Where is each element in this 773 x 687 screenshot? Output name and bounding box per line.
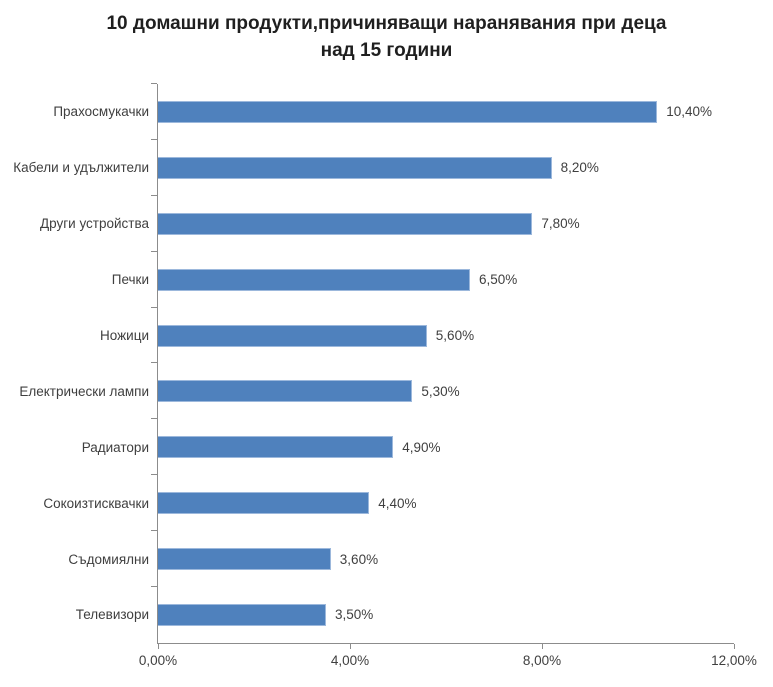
bar-row: Печки 6,50% <box>112 250 734 308</box>
plot-area: Прахосмукачки 10,40% Кабели и удължители… <box>13 83 757 668</box>
category-label: Съдомиялни <box>68 551 149 567</box>
bar-row: Радиатори 4,90% <box>82 418 734 475</box>
x-tick-mark <box>350 644 351 649</box>
x-tick-label: 4,00% <box>330 653 370 668</box>
bar-rows: Прахосмукачки 10,40% Кабели и удължители… <box>13 83 734 643</box>
category-label: Радиатори <box>81 439 149 455</box>
bar-row: Други устройства 7,80% <box>40 194 734 252</box>
bar <box>158 100 658 123</box>
value-label: 3,50% <box>335 607 374 623</box>
bar-row: Ножици 5,60% <box>100 306 734 364</box>
bar <box>158 268 470 291</box>
category-label: Прахосмукачки <box>53 104 149 120</box>
bar-row: Прахосмукачки 10,40% <box>53 83 734 140</box>
category-label: Печки <box>111 272 149 288</box>
bar <box>158 603 326 626</box>
bar <box>158 436 394 459</box>
bar <box>158 380 413 403</box>
x-tick-label: 8,00% <box>522 653 562 668</box>
x-tick-label: 12,00% <box>711 653 757 668</box>
bar-row: Кабели и удължители 8,20% <box>13 138 734 196</box>
value-label: 10,40% <box>666 104 712 120</box>
value-label: 4,90% <box>402 439 441 455</box>
category-label: Електрически лампи <box>19 383 149 399</box>
bar <box>158 324 427 347</box>
x-axis: 0,00% 4,00% 8,00% 12,00% <box>139 643 757 673</box>
value-label: 8,20% <box>560 160 599 176</box>
x-tick-mark <box>158 644 159 649</box>
bar <box>158 156 552 179</box>
category-label: Сокоизтисквачки <box>43 495 149 511</box>
value-label: 4,40% <box>378 495 417 511</box>
bar-row: Телевизори 3,50% <box>76 586 734 643</box>
bar <box>158 212 533 235</box>
value-label: 5,60% <box>435 328 475 343</box>
bar <box>158 548 331 571</box>
bar-row: Сокоизтисквачки 4,40% <box>43 474 734 531</box>
bar-row: Електрически лампи 5,30% <box>19 362 734 419</box>
bar <box>158 492 370 515</box>
value-label: 7,80% <box>541 216 580 232</box>
x-tick-mark <box>542 644 543 649</box>
category-label: Други устройства <box>39 216 149 232</box>
value-label: 5,30% <box>421 383 460 399</box>
bar-row: Съдомиялни 3,60% <box>68 530 734 587</box>
chart-title-line2: над 15 години <box>320 40 453 61</box>
chart-title: 10 домашни продукти,причиняващи наранява… <box>0 10 773 64</box>
chart-title-line1: 10 домашни продукти,причиняващи наранява… <box>106 13 667 34</box>
value-label: 3,60% <box>339 551 379 567</box>
x-tick-label: 0,00% <box>138 653 178 668</box>
category-label: Кабели и удължители <box>13 160 149 176</box>
category-label: Ножици <box>100 328 149 343</box>
x-tick-mark <box>734 644 735 649</box>
value-label: 6,50% <box>479 272 518 288</box>
category-label: Телевизори <box>75 607 149 623</box>
